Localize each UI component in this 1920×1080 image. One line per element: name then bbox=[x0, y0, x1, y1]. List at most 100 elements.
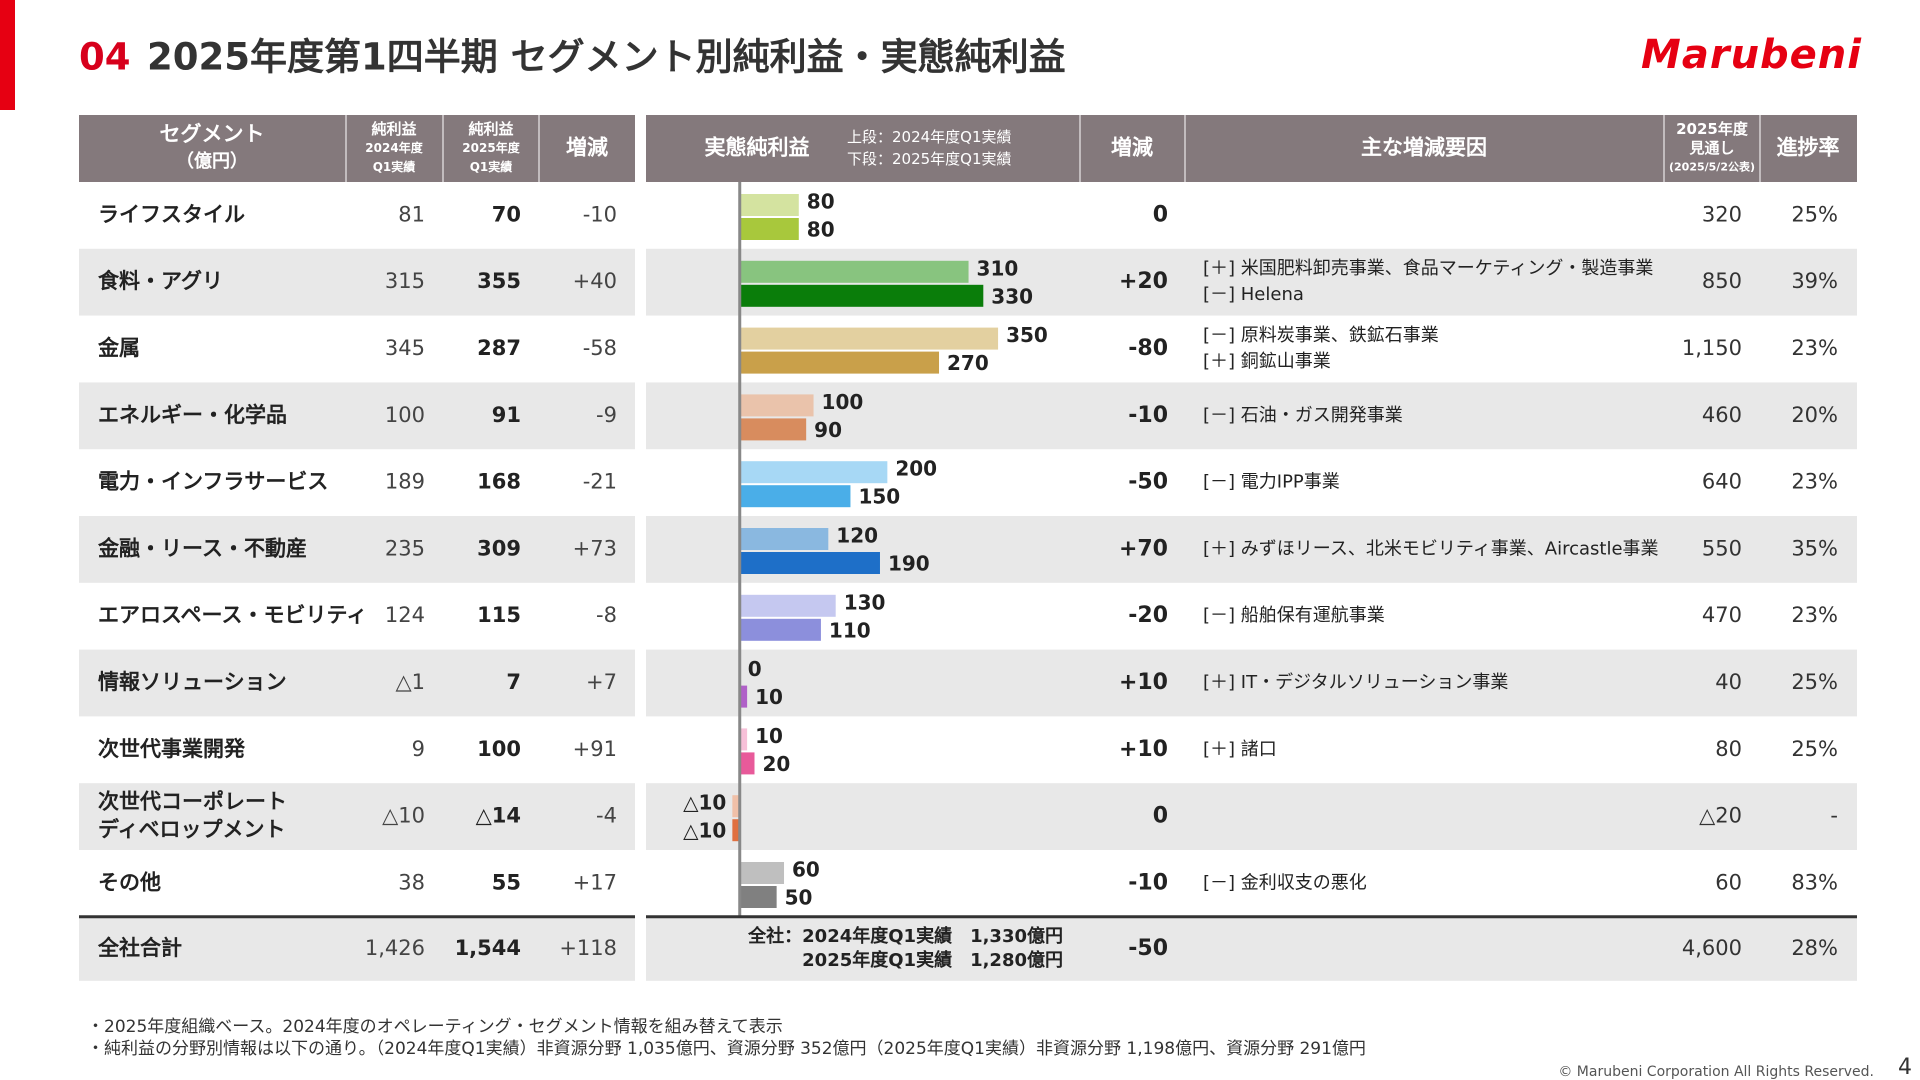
progress: 20% bbox=[1791, 403, 1838, 427]
core-bar-label: 80 bbox=[807, 190, 835, 214]
core-bar-label: 100 bbox=[822, 390, 864, 414]
core-bar bbox=[739, 284, 984, 307]
net-income-change: +73 bbox=[573, 536, 617, 560]
segment-name: 電力・インフラサービス bbox=[98, 470, 328, 494]
core-bar-label: 310 bbox=[977, 256, 1019, 280]
segment-name: 次世代コーポレート bbox=[98, 790, 287, 814]
net-income-2025: 91 bbox=[492, 403, 521, 427]
net-income-2025: 168 bbox=[477, 470, 521, 494]
net-income-2024: 189 bbox=[385, 470, 425, 494]
net-income-2024: △1 bbox=[395, 670, 425, 694]
segment-name: エネルギー・化学品 bbox=[98, 403, 287, 427]
net-income-2025: 100 bbox=[477, 737, 521, 761]
progress: 35% bbox=[1791, 536, 1838, 560]
core-change: -10 bbox=[1128, 403, 1168, 428]
core-bar bbox=[739, 327, 999, 350]
total-bg bbox=[646, 916, 1857, 981]
row-bg bbox=[646, 382, 1857, 450]
core-change: +20 bbox=[1119, 269, 1168, 294]
net-income-change: -58 bbox=[583, 336, 617, 360]
core-bar bbox=[739, 886, 777, 908]
forecast: 640 bbox=[1702, 470, 1742, 494]
core-change: +70 bbox=[1119, 536, 1168, 561]
column-header: 主な増減要因 bbox=[1361, 136, 1487, 160]
net-income-2024: 9 bbox=[412, 737, 425, 761]
core-bar-label: 270 bbox=[947, 351, 989, 375]
change-factor: [－] 原料炭事業、鉄鉱石事業 bbox=[1203, 325, 1439, 346]
core-bar bbox=[739, 618, 821, 641]
net-income-change: +7 bbox=[586, 670, 617, 694]
core-bar bbox=[739, 594, 836, 617]
total-bg bbox=[79, 916, 635, 981]
core-bar-label: △10 bbox=[683, 819, 726, 843]
core-bar-label: 130 bbox=[844, 590, 886, 614]
column-header: 2025年度 bbox=[1676, 120, 1749, 138]
net-income-change: +40 bbox=[573, 269, 617, 293]
change-factor: [－] 船舶保有運航事業 bbox=[1203, 605, 1385, 626]
column-header: セグメント bbox=[160, 122, 265, 146]
core-bar-label: 10 bbox=[755, 685, 783, 709]
core-bar-label: 0 bbox=[748, 657, 762, 681]
column-header: 増減 bbox=[1111, 136, 1153, 160]
column-header: 純利益 bbox=[371, 120, 416, 138]
forecast: 460 bbox=[1702, 403, 1742, 427]
row-bg bbox=[79, 649, 635, 717]
net-income-2024: 100 bbox=[385, 403, 425, 427]
net-income-change: -4 bbox=[596, 804, 617, 828]
change-factor: [＋] みずほリース、北米モビリティ事業、Aircastle事業 bbox=[1203, 538, 1659, 559]
segment-name: 金融・リース・不動産 bbox=[97, 536, 307, 560]
core-bar-label: 350 bbox=[1006, 323, 1048, 347]
progress: 23% bbox=[1791, 336, 1838, 360]
net-income-change: -21 bbox=[583, 470, 617, 494]
right-header-bg bbox=[646, 115, 1857, 182]
total-core-text: 全社：2024年度Q1実績 1,330億円 bbox=[747, 925, 1063, 947]
core-bar bbox=[739, 461, 888, 484]
forecast: 80 bbox=[1715, 737, 1742, 761]
row-bg bbox=[79, 783, 635, 850]
net-income-2025: 309 bbox=[477, 536, 521, 560]
row-bg bbox=[79, 516, 635, 583]
core-bar bbox=[739, 194, 799, 216]
core-bar-label: 110 bbox=[829, 618, 871, 642]
core-bar bbox=[739, 418, 807, 441]
core-bar bbox=[739, 528, 829, 550]
segment-name: ライフスタイル bbox=[98, 202, 245, 226]
core-bar-label: 190 bbox=[888, 552, 930, 576]
total-ni-change: +118 bbox=[559, 936, 617, 960]
accent-bar bbox=[0, 0, 15, 110]
core-bar-label: 330 bbox=[991, 284, 1033, 308]
segment-name: ディベロップメント bbox=[98, 818, 286, 842]
core-bar bbox=[739, 218, 799, 240]
net-income-2025: 355 bbox=[477, 269, 521, 293]
core-change: +10 bbox=[1119, 670, 1168, 695]
title: 2025年度第1四半期 セグメント別純利益・実態純利益 bbox=[147, 36, 1066, 79]
column-header: 実態純利益 bbox=[705, 136, 810, 160]
total-ni-2025: 1,544 bbox=[455, 936, 521, 960]
core-bar bbox=[739, 728, 748, 751]
copyright: © Marubeni Corporation All Rights Reserv… bbox=[1558, 1064, 1874, 1080]
core-change: -50 bbox=[1128, 470, 1168, 495]
change-factor: [＋] 諸口 bbox=[1203, 739, 1277, 760]
footnote: ・2025年度組織ベース。2024年度のオペレーティング・セグメント情報を組み替… bbox=[87, 1017, 783, 1037]
row-bg bbox=[79, 248, 635, 316]
title-number: 04 bbox=[79, 36, 131, 79]
core-bar bbox=[739, 260, 969, 283]
column-header-note: 上段：2024年度Q1実績 bbox=[847, 128, 1012, 146]
core-bar-label: 120 bbox=[836, 524, 878, 548]
net-income-change: +17 bbox=[573, 870, 617, 894]
total-segment: 全社合計 bbox=[97, 936, 182, 960]
column-header: 見通し bbox=[1688, 139, 1734, 157]
core-bar bbox=[739, 685, 748, 708]
forecast: 320 bbox=[1702, 202, 1742, 226]
left-header-bg bbox=[79, 115, 635, 182]
net-income-2024: 235 bbox=[385, 536, 425, 560]
core-change: -80 bbox=[1128, 336, 1168, 361]
net-income-change: -8 bbox=[596, 603, 617, 627]
net-income-2024: △10 bbox=[382, 804, 425, 828]
core-bar bbox=[739, 752, 755, 775]
core-bar-label: 10 bbox=[755, 724, 783, 748]
net-income-2025: 115 bbox=[477, 603, 521, 627]
total-core-text: 2025年度Q1実績 1,280億円 bbox=[802, 949, 1063, 971]
core-bar bbox=[739, 351, 940, 374]
